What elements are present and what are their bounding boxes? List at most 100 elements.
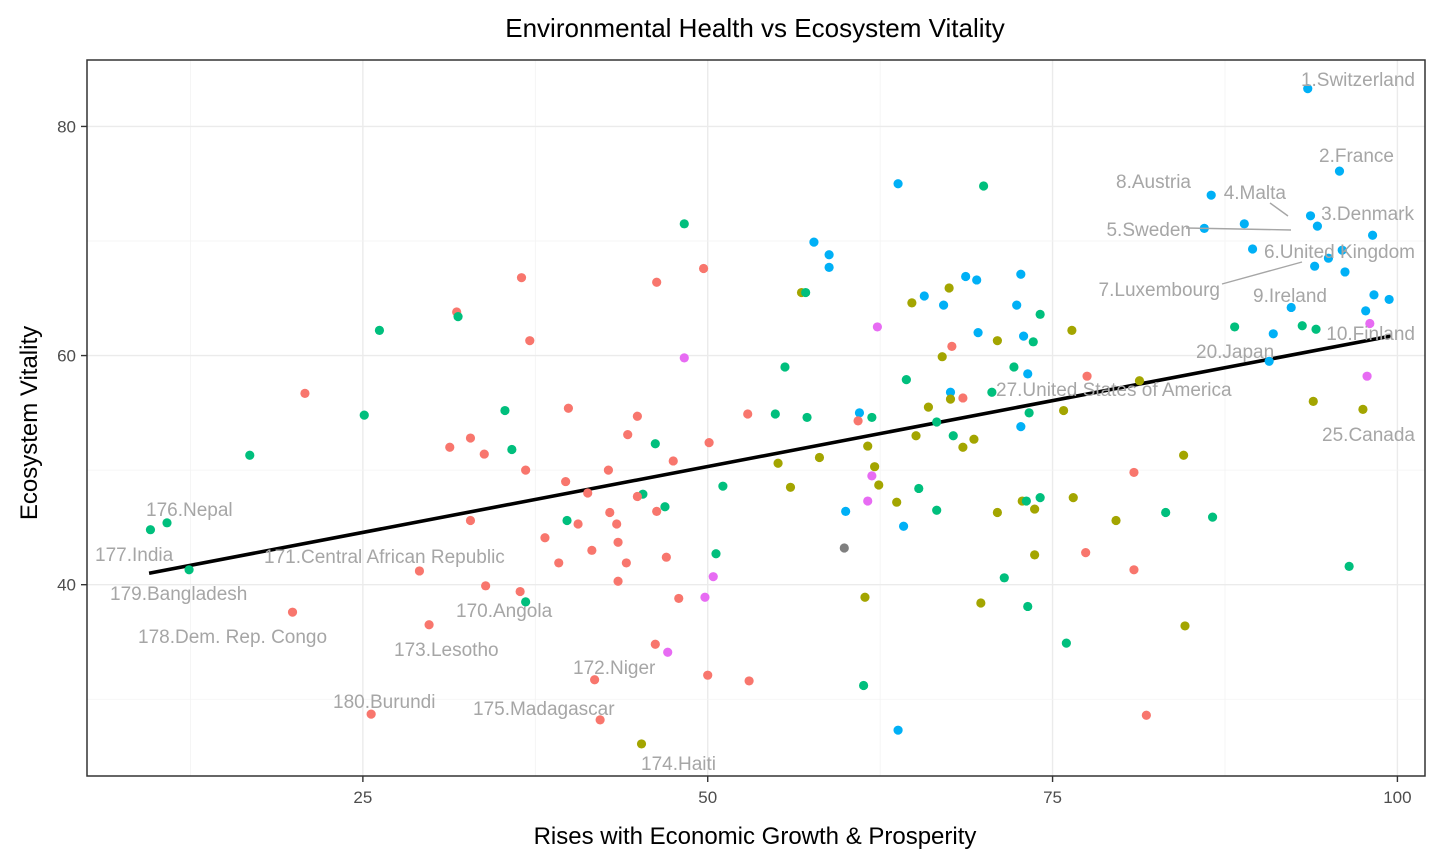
label-leader-line <box>1269 202 1289 217</box>
data-point <box>632 491 642 502</box>
data-point <box>703 670 713 680</box>
data-point <box>424 620 434 630</box>
point-label: 27.United States of America <box>996 380 1232 401</box>
point-label: 180.Burundi <box>333 692 435 713</box>
data-point <box>1369 290 1379 300</box>
data-point <box>698 263 709 274</box>
data-point <box>1161 507 1171 518</box>
data-points <box>145 84 1394 749</box>
data-point <box>785 482 796 492</box>
data-point <box>932 505 942 515</box>
data-point <box>860 592 870 602</box>
data-point <box>867 471 877 481</box>
data-point <box>1268 329 1278 339</box>
data-point <box>1023 369 1033 379</box>
y-axis: 40 60 80 <box>57 117 87 595</box>
data-point <box>1311 324 1321 334</box>
y-tick-label: 60 <box>57 347 76 366</box>
data-point <box>999 573 1009 583</box>
data-point <box>1247 244 1258 254</box>
data-point <box>770 409 780 419</box>
data-point <box>978 181 989 191</box>
data-point <box>814 452 825 463</box>
data-point <box>700 592 710 602</box>
x-tick-label: 50 <box>698 788 717 807</box>
point-label: 170.Angola <box>456 601 553 622</box>
data-point <box>587 545 597 555</box>
data-point <box>1334 166 1345 176</box>
data-point <box>893 725 903 735</box>
data-point <box>901 375 911 385</box>
data-point <box>945 394 956 404</box>
data-point <box>1305 211 1316 221</box>
data-point <box>972 275 982 285</box>
label-leader-line <box>1221 261 1303 285</box>
data-point <box>704 438 714 448</box>
data-point <box>1264 356 1274 366</box>
point-label: 175.Madagascar <box>473 699 615 720</box>
data-point <box>613 576 623 586</box>
data-point <box>801 287 811 298</box>
data-point <box>1344 561 1354 571</box>
data-point <box>1310 261 1320 271</box>
point-label: 10.Finland <box>1326 324 1415 345</box>
data-point <box>590 675 600 685</box>
data-point <box>650 439 660 449</box>
data-point <box>525 336 535 346</box>
data-point <box>919 291 929 301</box>
data-point <box>650 639 660 649</box>
y-tick-label: 40 <box>57 576 76 595</box>
data-point <box>1016 421 1026 432</box>
data-point <box>674 593 684 604</box>
data-point <box>874 480 884 490</box>
data-point <box>938 300 949 310</box>
data-point <box>892 497 902 507</box>
data-point <box>481 581 491 591</box>
point-label: 2.France <box>1319 146 1394 167</box>
data-point <box>621 558 631 568</box>
data-point <box>802 412 812 423</box>
data-point <box>636 739 647 749</box>
data-point <box>1362 371 1372 381</box>
data-point <box>1111 515 1121 526</box>
point-label: 173.Lesotho <box>394 640 499 661</box>
x-axis: 25 50 75 100 <box>353 776 1412 807</box>
data-point <box>841 506 851 516</box>
data-point <box>663 647 673 657</box>
data-point <box>465 433 476 443</box>
data-point <box>923 402 934 412</box>
y-tick-label: 80 <box>57 117 76 136</box>
data-point <box>414 566 425 576</box>
data-point <box>479 449 489 459</box>
x-tick-label: 100 <box>1383 788 1411 807</box>
data-point <box>961 271 971 282</box>
data-point <box>1081 548 1091 558</box>
x-tick-label: 75 <box>1043 788 1062 807</box>
point-label: 176.Nepal <box>146 500 233 521</box>
data-point <box>1239 219 1249 229</box>
data-point <box>1286 302 1296 313</box>
data-point <box>948 431 958 441</box>
point-labels: 1.Switzerland 2.France 3.Denmark 4.Malta 5.S… <box>95 70 1415 775</box>
point-label: 3.Denmark <box>1321 204 1414 225</box>
data-point <box>1367 230 1378 240</box>
data-point <box>1207 512 1218 522</box>
data-point <box>573 519 583 529</box>
data-point <box>708 572 718 582</box>
data-point <box>1337 245 1347 255</box>
point-label: 179.Bangladesh <box>110 584 247 605</box>
data-point <box>992 336 1002 346</box>
data-point <box>554 558 564 568</box>
data-point <box>1067 325 1077 335</box>
data-point <box>854 408 865 418</box>
data-point <box>809 237 819 247</box>
data-point <box>515 586 525 597</box>
data-point <box>287 607 298 617</box>
data-point <box>1035 493 1045 503</box>
data-point <box>612 519 622 529</box>
data-point <box>516 273 527 283</box>
data-point <box>863 496 873 506</box>
data-point <box>976 598 986 608</box>
data-point <box>661 552 671 562</box>
data-point <box>898 521 909 531</box>
